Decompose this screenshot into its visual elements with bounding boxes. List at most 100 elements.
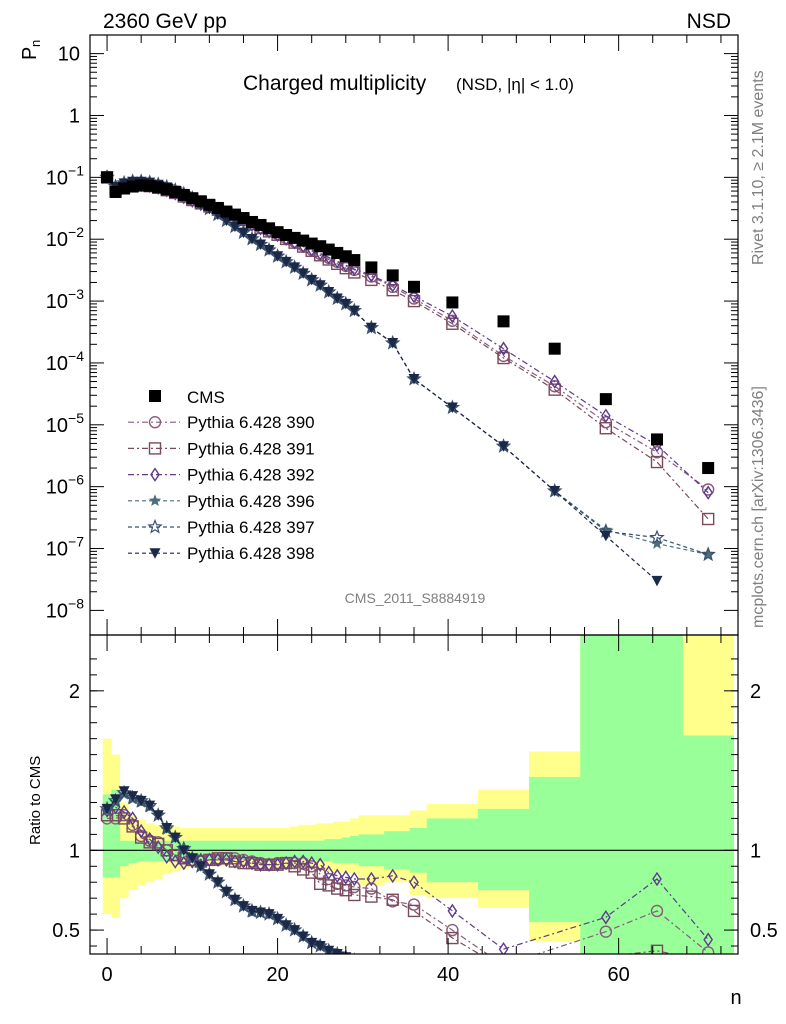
ratio-point bbox=[144, 800, 156, 812]
data-point bbox=[272, 251, 284, 262]
cms-data-point bbox=[548, 342, 561, 355]
ratio-point bbox=[272, 913, 284, 925]
data-point bbox=[701, 483, 715, 496]
x-axis-label: n bbox=[730, 987, 741, 1009]
ratio-point bbox=[353, 952, 356, 954]
ratio-point bbox=[407, 898, 421, 911]
ratio-point bbox=[195, 861, 207, 872]
energy-label: 2360 GeV pp bbox=[103, 10, 227, 33]
ratio-band-inner bbox=[580, 635, 632, 954]
ratio-point bbox=[152, 837, 165, 851]
cms-data-point bbox=[408, 280, 420, 293]
ratio-point bbox=[109, 809, 122, 822]
x-tick-label: 40 bbox=[437, 964, 459, 986]
y-tick-label: 10−4 bbox=[46, 348, 84, 375]
ratio-band-inner bbox=[102, 794, 112, 878]
y-axis-label: P n bbox=[19, 40, 43, 60]
data-point bbox=[237, 227, 249, 239]
data-point bbox=[280, 256, 292, 268]
data-point bbox=[599, 523, 613, 536]
legend-label: Pythia 6.428 398 bbox=[187, 544, 315, 563]
ratio-y-tick-label-right: 0.5 bbox=[750, 920, 778, 942]
ratio-y-tick-label: 1 bbox=[69, 840, 80, 862]
data-point bbox=[650, 537, 664, 549]
ratio-point bbox=[296, 863, 310, 876]
cms-data-point bbox=[365, 261, 378, 274]
ratio-point bbox=[447, 903, 458, 919]
y-tick-label: 10 bbox=[58, 44, 80, 66]
ratio-point bbox=[144, 831, 155, 847]
ratio-band-inner bbox=[315, 840, 325, 862]
ratio-line bbox=[107, 814, 675, 954]
series-cms-data bbox=[101, 171, 715, 475]
ratio-point bbox=[323, 945, 335, 954]
data-point bbox=[407, 294, 421, 308]
data-point bbox=[409, 288, 419, 304]
ratio-point bbox=[272, 857, 283, 872]
ratio-point bbox=[117, 812, 131, 825]
ratio-point bbox=[246, 905, 258, 917]
data-point bbox=[349, 261, 360, 277]
data-point bbox=[229, 221, 241, 233]
ratio-point bbox=[349, 871, 360, 887]
ratio-point bbox=[366, 871, 377, 887]
ratio-y-tick-label-right: 2 bbox=[750, 681, 761, 703]
y-tick-label: 10−2 bbox=[46, 224, 84, 251]
data-point bbox=[498, 441, 510, 452]
ratio-band-inner bbox=[682, 735, 735, 954]
ratio-point bbox=[332, 868, 343, 884]
legend-label: Pythia 6.428 391 bbox=[187, 439, 315, 458]
legend-marker bbox=[149, 548, 161, 559]
ratio-point bbox=[288, 860, 301, 873]
data-point bbox=[263, 244, 275, 256]
data-point bbox=[297, 268, 309, 279]
ratio-point bbox=[298, 854, 308, 869]
ratio-point bbox=[101, 803, 113, 815]
y-tick-label: 10−6 bbox=[46, 472, 84, 499]
ratio-point bbox=[386, 893, 399, 906]
ratio-point bbox=[498, 941, 509, 954]
data-point bbox=[387, 278, 398, 293]
ratio-point bbox=[289, 854, 300, 869]
ratio-point bbox=[306, 855, 317, 871]
ratio-point bbox=[601, 910, 611, 925]
ratio-point bbox=[220, 886, 232, 898]
ratio-point bbox=[280, 920, 292, 931]
ratio-point bbox=[255, 857, 266, 872]
legend-marker bbox=[148, 494, 162, 507]
legend-label: Pythia 6.428 392 bbox=[187, 466, 315, 485]
legend-marker bbox=[150, 467, 160, 482]
legend-item: Pythia 6.428 391 bbox=[128, 439, 315, 458]
ratio-series-pythia-6.428-398 bbox=[101, 786, 360, 966]
ratio-point bbox=[599, 925, 613, 938]
series-pythia-6.428-398 bbox=[101, 172, 663, 587]
legend-cms-label: CMS bbox=[187, 388, 225, 407]
ratio-point bbox=[212, 877, 224, 888]
ratio-band-inner bbox=[350, 835, 359, 864]
y-tick-label: 10−7 bbox=[46, 534, 84, 561]
legend: CMS Pythia 6.428 390 Pythia 6.428 391 Pythi… bbox=[128, 388, 315, 563]
cms-data-point bbox=[386, 269, 399, 282]
ratio-point bbox=[255, 907, 267, 919]
data-point bbox=[650, 455, 664, 469]
ratio-point bbox=[652, 871, 662, 887]
ratio-point bbox=[152, 810, 164, 821]
legend-marker bbox=[147, 518, 163, 534]
ratio-point bbox=[409, 874, 419, 890]
ratio-point bbox=[349, 955, 360, 966]
data-point bbox=[650, 446, 664, 459]
legend-item-cms: CMS bbox=[149, 388, 225, 407]
cms-data-point bbox=[702, 462, 715, 475]
x-tick-label: 60 bbox=[608, 964, 630, 986]
legend-item: Pythia 6.428 397 bbox=[128, 518, 315, 537]
data-point bbox=[365, 273, 378, 287]
legend-item: Pythia 6.428 396 bbox=[128, 492, 315, 511]
legend-marker bbox=[148, 442, 162, 455]
cms-data-point bbox=[497, 315, 510, 328]
legend-label: Pythia 6.428 390 bbox=[187, 413, 315, 432]
data-point bbox=[447, 308, 458, 324]
ratio-point bbox=[314, 877, 327, 891]
ratio-point bbox=[703, 932, 713, 947]
y-axis-label-main: P bbox=[19, 47, 41, 60]
ratio-point bbox=[498, 960, 509, 971]
